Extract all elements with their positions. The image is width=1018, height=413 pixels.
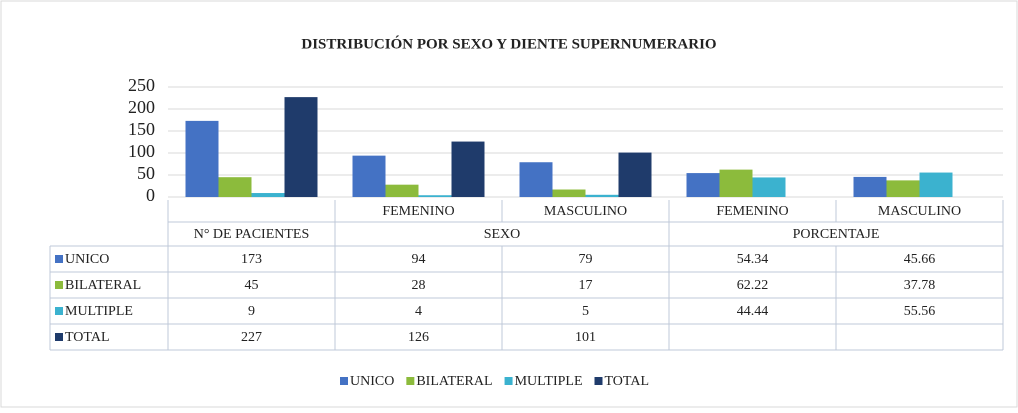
bar xyxy=(919,172,953,197)
legend-label: TOTAL xyxy=(605,374,650,389)
table-value: 4 xyxy=(415,304,422,319)
table-value: 45 xyxy=(245,278,259,293)
y-tick-label: 100 xyxy=(128,141,155,161)
legend-label: MULTIPLE xyxy=(515,374,583,389)
category-label: FEMENINO xyxy=(716,204,788,219)
bar xyxy=(251,193,285,197)
table-value: 44.44 xyxy=(737,304,769,319)
bar xyxy=(552,189,586,197)
y-tick-label: 250 xyxy=(128,75,155,95)
bar xyxy=(618,152,652,197)
bar xyxy=(519,162,553,197)
bar xyxy=(719,169,753,197)
bar xyxy=(886,180,920,197)
table-value: 126 xyxy=(408,330,429,345)
table-value: 54.34 xyxy=(737,252,769,267)
legend-key xyxy=(55,333,63,341)
bar xyxy=(853,176,887,197)
legend-key xyxy=(55,307,63,315)
bar xyxy=(284,97,318,197)
bar xyxy=(418,195,452,197)
table-value: 9 xyxy=(248,304,255,319)
table-value: 94 xyxy=(412,252,426,267)
series-label: UNICO xyxy=(65,252,109,267)
bar xyxy=(218,177,252,197)
bar xyxy=(185,120,219,197)
table-value: 17 xyxy=(579,278,593,293)
bar xyxy=(585,194,619,197)
series-label: MULTIPLE xyxy=(65,304,133,319)
y-tick-label: 150 xyxy=(128,119,155,139)
category-label: MASCULINO xyxy=(544,204,627,219)
bar xyxy=(686,173,720,197)
y-tick-label: 200 xyxy=(128,97,155,117)
table-value: 62.22 xyxy=(737,278,769,293)
group-label: PORCENTAJE xyxy=(793,227,880,242)
table-value: 227 xyxy=(241,330,262,345)
bar xyxy=(385,184,419,197)
group-label: N° DE PACIENTES xyxy=(194,227,310,242)
table-value: 55.56 xyxy=(904,304,936,319)
legend-key xyxy=(340,377,348,385)
group-label: SEXO xyxy=(484,227,521,242)
legend-key xyxy=(55,281,63,289)
legend-key xyxy=(55,255,63,263)
legend-key xyxy=(406,377,415,385)
category-label: MASCULINO xyxy=(878,204,961,219)
table-value: 37.78 xyxy=(904,278,936,293)
series-label: BILATERAL xyxy=(65,278,141,293)
table-value: 173 xyxy=(241,252,262,267)
category-label: FEMENINO xyxy=(382,204,454,219)
table-value: 101 xyxy=(575,330,596,345)
legend-label: UNICO xyxy=(350,374,394,389)
table-value: 5 xyxy=(582,304,589,319)
bar xyxy=(352,155,386,197)
legend-key xyxy=(594,377,603,385)
y-tick-label: 0 xyxy=(146,185,155,205)
chart-title: DISTRIBUCIÓN POR SEXO Y DIENTE SUPERNUME… xyxy=(301,35,716,52)
bar xyxy=(451,141,485,197)
bar xyxy=(752,177,786,197)
table-value: 28 xyxy=(412,278,426,293)
legend-label: BILATERAL xyxy=(416,374,492,389)
table-value: 79 xyxy=(579,252,593,267)
y-tick-label: 50 xyxy=(137,163,155,183)
series-label: TOTAL xyxy=(65,330,110,345)
table-value: 45.66 xyxy=(904,252,936,267)
legend-key xyxy=(504,377,513,385)
